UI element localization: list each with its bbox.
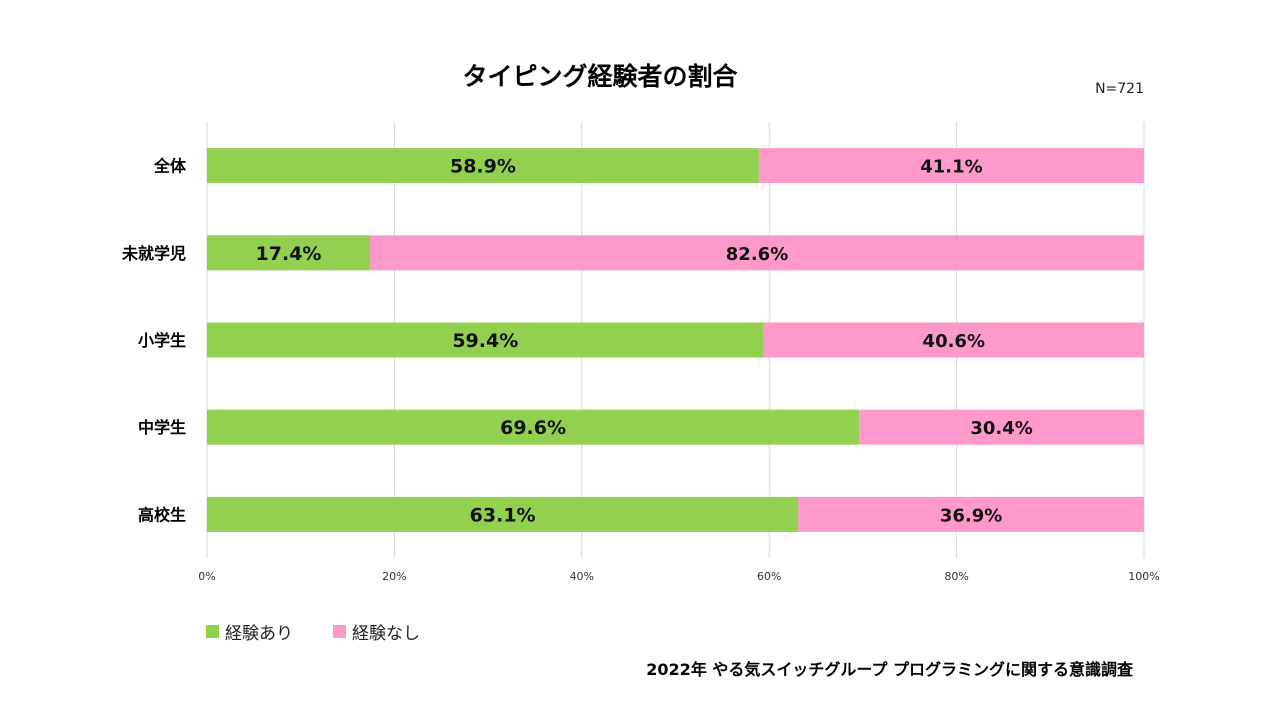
value-label-experienced-2: 59.4% — [452, 330, 518, 352]
bar-not-experienced-2 — [763, 322, 1144, 358]
legend-item-experienced: 経験あり — [206, 619, 293, 644]
value-label-not-experienced-0: 41.1% — [920, 157, 982, 178]
category-label-0: 全体 — [153, 157, 187, 176]
value-label-experienced-1: 17.4% — [256, 243, 322, 265]
value-label-experienced-0: 58.9% — [450, 156, 516, 178]
value-label-experienced-3: 69.6% — [500, 417, 566, 439]
legend-label-experienced: 経験あり — [225, 624, 293, 644]
value-label-experienced-4: 63.1% — [470, 504, 536, 526]
x-tick-label-1: 20% — [382, 570, 406, 583]
category-label-2: 小学生 — [138, 331, 186, 350]
legend: 経験あり 経験なし — [206, 619, 460, 644]
x-tick-label-4: 80% — [944, 570, 968, 583]
x-tick-label-0: 0% — [198, 570, 215, 583]
legend-item-not-experienced: 経験なし — [333, 619, 420, 644]
x-tick-label-5: 100% — [1128, 570, 1159, 583]
value-label-not-experienced-3: 30.4% — [970, 418, 1032, 439]
chart-title: タイピング経験者の割合 — [462, 62, 738, 91]
legend-label-not-experienced: 経験なし — [352, 624, 420, 644]
category-label-3: 中学生 — [138, 418, 186, 437]
bar-not-experienced-0 — [758, 148, 1144, 184]
category-label-4: 高校生 — [138, 505, 186, 524]
legend-swatch-not-experienced — [333, 625, 346, 638]
bar-experienced-2 — [207, 322, 764, 358]
value-label-not-experienced-1: 82.6% — [726, 244, 788, 265]
bar-experienced-4 — [207, 496, 799, 532]
category-label-1: 未就学児 — [121, 244, 186, 263]
x-tick-label-3: 60% — [757, 570, 781, 583]
value-label-not-experienced-2: 40.6% — [923, 331, 985, 352]
sample-size-label: N=721 — [1095, 81, 1144, 97]
bar-not-experienced-4 — [798, 496, 1144, 532]
bar-experienced-0 — [207, 148, 759, 184]
value-label-not-experienced-4: 36.9% — [940, 505, 1002, 526]
legend-swatch-experienced — [206, 625, 219, 638]
bar-not-experienced-1 — [370, 235, 1145, 271]
bar-not-experienced-3 — [859, 409, 1144, 445]
bar-experienced-1 — [207, 235, 371, 271]
x-tick-label-2: 40% — [570, 570, 594, 583]
source-note: 2022年 やる気スイッチグループ プログラミングに関する意識調査 — [646, 660, 1133, 679]
bar-experienced-3 — [207, 409, 860, 445]
